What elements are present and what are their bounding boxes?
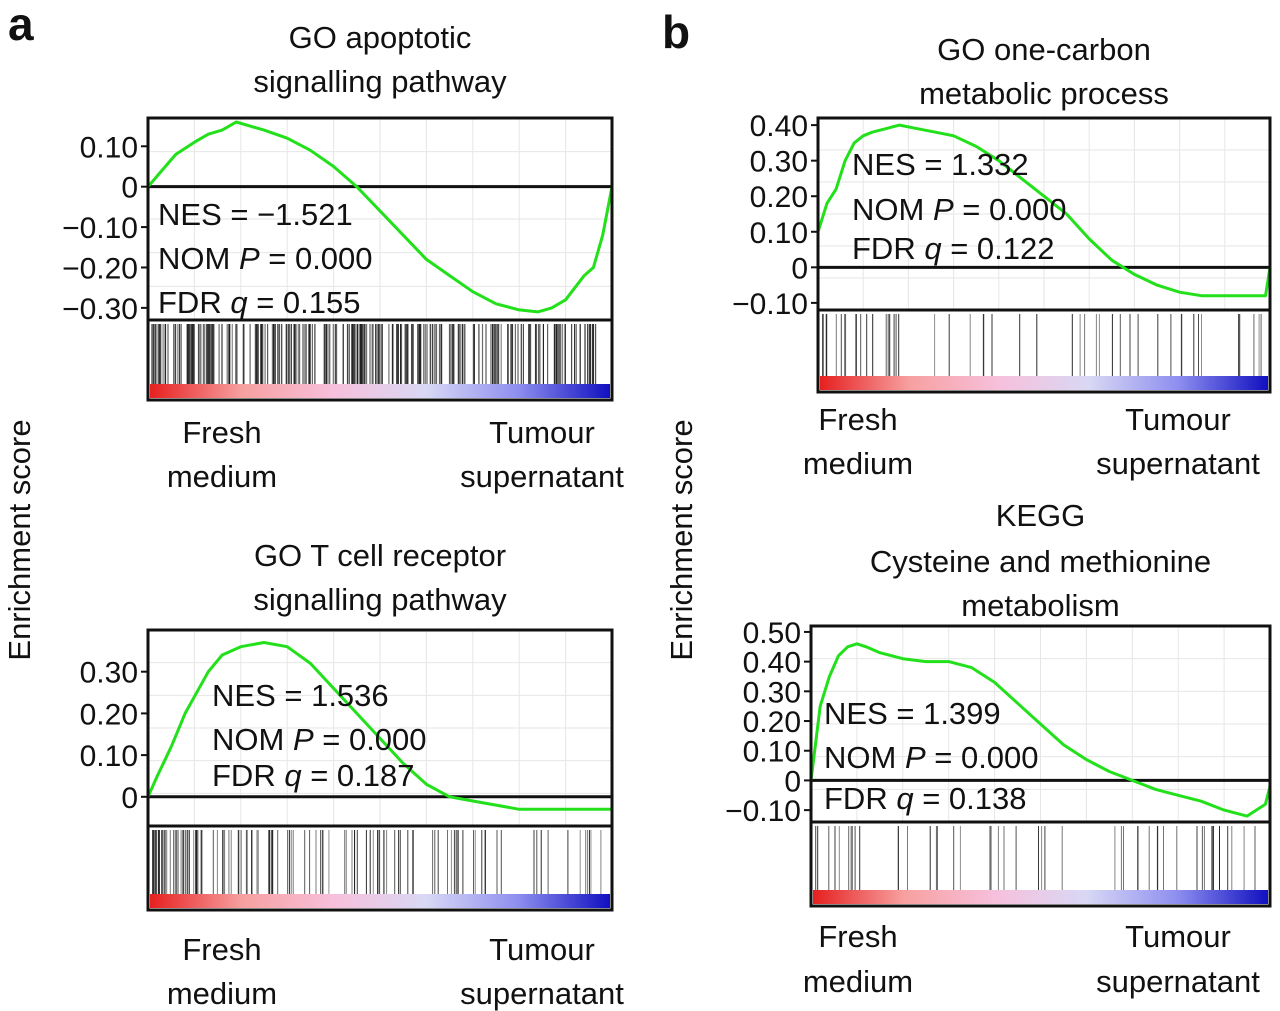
xlabel-right: Tumour <box>489 932 595 967</box>
plot-frame <box>809 624 1272 908</box>
chart-1: GO T cell receptor signalling pathway 0.30… <box>80 538 625 1011</box>
xlabel-right: supernatant <box>1096 446 1260 481</box>
stat-line: NES = −1.521 <box>158 197 353 232</box>
xlabel-left: Fresh <box>182 932 261 967</box>
stat-line: NOM P = 0.000 <box>824 740 1039 775</box>
chart-title-line: signalling pathway <box>253 64 507 99</box>
xlabel-left: medium <box>803 964 913 999</box>
y-tick-label: −0.10 <box>62 212 138 245</box>
y-tick-label: 0.10 <box>80 131 138 164</box>
chart-title-line: KEGG <box>996 498 1086 533</box>
chart-title-line: Cysteine and methionine <box>870 544 1211 579</box>
plot-frame <box>146 628 614 912</box>
y-tick-label: 0.30 <box>80 657 138 690</box>
y-tick-label: 0.10 <box>750 217 808 250</box>
xlabel-left: Fresh <box>818 919 897 954</box>
chart-0: GO apoptotic signalling pathway 0.10 0 −0.10… <box>62 20 624 494</box>
plot-frame <box>146 116 614 402</box>
y-tick-label: 0.20 <box>80 698 138 731</box>
y-tick-label: 0.40 <box>743 647 801 680</box>
chart-title-line: metabolism <box>961 588 1120 623</box>
stat-line: FDR q = 0.138 <box>824 781 1026 816</box>
y-tick-label: 0.30 <box>743 676 801 709</box>
y-tick-label: −0.30 <box>62 293 138 326</box>
chart-3: KEGG Cysteine and methionine metabolism 0.5… <box>725 498 1272 999</box>
chart-title-line: metabolic process <box>919 76 1169 111</box>
chart-title-line: GO one-carbon <box>937 32 1151 67</box>
y-tick-label: 0.10 <box>80 740 138 773</box>
xlabel-right: supernatant <box>1096 964 1260 999</box>
ylabel-panel-a: Enrichment score <box>2 419 37 660</box>
xlabel-left: medium <box>167 976 277 1011</box>
panel-label-a: a <box>8 0 34 50</box>
stat-line: NES = 1.332 <box>852 147 1029 182</box>
enrichment-curve <box>146 120 614 314</box>
y-tick-label: 0 <box>784 765 801 798</box>
enrichment-curve <box>809 642 1272 818</box>
stat-line: NOM P = 0.000 <box>158 241 373 276</box>
rank-gradient-bar <box>150 894 610 908</box>
y-tick-label: 0.10 <box>743 736 801 769</box>
stat-line: NES = 1.536 <box>212 678 389 713</box>
enrichment-curve <box>146 641 612 811</box>
xlabel-right: supernatant <box>460 976 624 1011</box>
stat-line: FDR q = 0.187 <box>212 758 414 793</box>
xlabel-left: medium <box>803 446 913 481</box>
y-tick-label: 0.50 <box>743 617 801 650</box>
enrichment-curve <box>816 123 1272 298</box>
stat-line: FDR q = 0.122 <box>852 231 1054 266</box>
y-tick-label: 0.20 <box>743 706 801 739</box>
stat-line: FDR q = 0.155 <box>158 285 360 320</box>
stat-line: NES = 1.399 <box>824 696 1001 731</box>
chart-title-line: GO apoptotic <box>289 20 472 55</box>
chart-title-line: signalling pathway <box>253 582 507 617</box>
rank-gradient-bar <box>150 384 610 398</box>
y-tick-label: −0.10 <box>725 795 801 828</box>
y-tick-label: 0.40 <box>750 110 808 143</box>
xlabel-left: Fresh <box>818 402 897 437</box>
stat-line: NOM P = 0.000 <box>852 192 1067 227</box>
plot-frame <box>816 116 1272 394</box>
y-tick-label: −0.20 <box>62 252 138 285</box>
rank-gradient-bar <box>813 890 1268 904</box>
xlabel-right: Tumour <box>1125 402 1231 437</box>
y-tick-label: 0 <box>791 252 808 285</box>
xlabel-right: Tumour <box>1125 919 1231 954</box>
y-tick-label: −0.10 <box>732 288 808 321</box>
stat-line: NOM P = 0.000 <box>212 722 427 757</box>
xlabel-left: medium <box>167 459 277 494</box>
xlabel-right: Tumour <box>489 415 595 450</box>
y-tick-label: 0 <box>121 172 138 205</box>
y-tick-label: 0.20 <box>750 181 808 214</box>
panel-label-b: b <box>662 6 690 58</box>
ylabel-panel-b: Enrichment score <box>664 419 699 660</box>
y-tick-label: 0 <box>121 782 138 815</box>
y-tick-label: 0.30 <box>750 146 808 179</box>
rank-gradient-bar <box>820 376 1268 390</box>
chart-title-line: GO T cell receptor <box>254 538 506 573</box>
xlabel-right: supernatant <box>460 459 624 494</box>
xlabel-left: Fresh <box>182 415 261 450</box>
